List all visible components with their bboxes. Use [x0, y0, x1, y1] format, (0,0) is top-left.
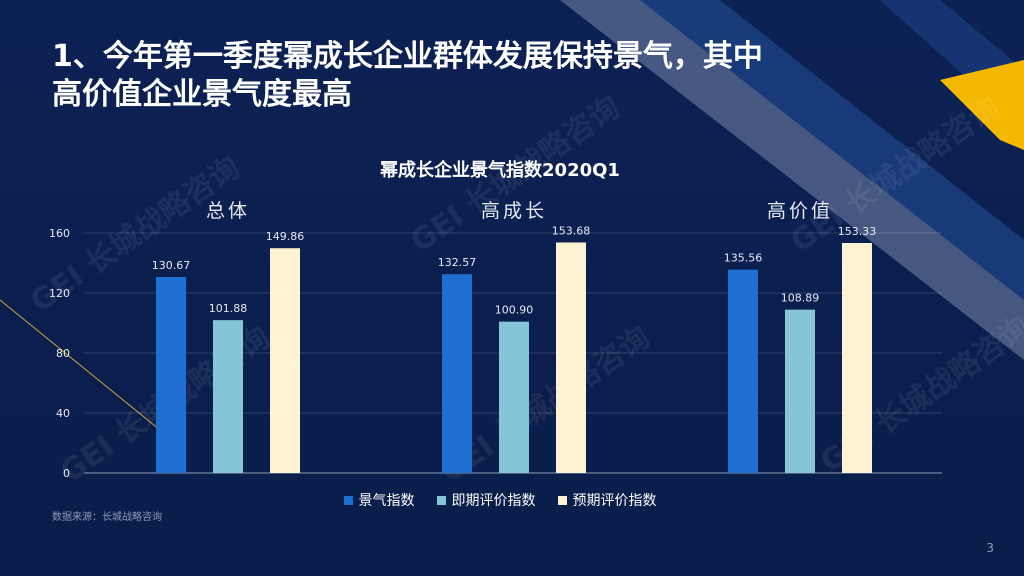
- bar-0-1: [213, 320, 243, 473]
- slide-title-line1: 1、今年第一季度幂成长企业群体发展保持景气，其中: [52, 39, 763, 74]
- data-label-2-0: 135.56: [724, 252, 763, 265]
- chart-title: 幂成长企业景气指数2020Q1: [380, 160, 620, 181]
- legend-item-1: 即期评价指数: [436, 490, 536, 510]
- bar-2-1: [785, 309, 815, 473]
- legend-label-0: 景气指数: [358, 493, 415, 509]
- data-label-0-0: 130.67: [152, 259, 191, 272]
- bar-1-1: [499, 321, 529, 473]
- bar-1-2: [556, 242, 586, 473]
- data-label-2-1: 108.89: [781, 292, 820, 305]
- bar-2-0: [728, 269, 758, 473]
- category-label-2: 高价值: [766, 200, 833, 222]
- legend-swatch-2: [557, 495, 567, 505]
- data-label-1-1: 100.90: [495, 304, 534, 317]
- chart-legend: 景气指数 即期评价指数 预期评价指数: [0, 490, 1000, 510]
- category-label-0: 总体: [205, 200, 250, 222]
- data-label-0-2: 149.86: [266, 230, 305, 243]
- data-source: 数据来源：长城战略咨询: [52, 512, 162, 523]
- page-number: 3: [986, 541, 994, 555]
- y-tick-label: 160: [49, 227, 70, 240]
- legend-label-2: 预期评价指数: [572, 493, 657, 509]
- legend-swatch-1: [436, 495, 446, 505]
- category-label-1: 高成长: [480, 200, 547, 222]
- data-label-2-2: 153.33: [838, 225, 877, 238]
- bar-2-2: [842, 243, 872, 473]
- legend-item-2: 预期评价指数: [557, 490, 657, 510]
- legend-swatch-0: [343, 495, 353, 505]
- y-tick-label: 120: [49, 287, 70, 300]
- legend-label-1: 即期评价指数: [451, 493, 536, 509]
- y-tick-label: 80: [56, 347, 70, 360]
- data-label-1-0: 132.57: [438, 256, 477, 269]
- legend-item-0: 景气指数: [343, 490, 415, 510]
- bar-0-2: [270, 248, 300, 473]
- y-tick-label: 0: [63, 467, 70, 480]
- y-tick-label: 40: [56, 407, 70, 420]
- data-label-1-2: 153.68: [552, 224, 591, 237]
- slide-title: 1、今年第一季度幂成长企业群体发展保持景气，其中 高价值企业景气度最高: [52, 38, 932, 114]
- bar-1-0: [442, 274, 472, 473]
- data-label-0-1: 101.88: [209, 302, 248, 315]
- slide-title-line2: 高价值企业景气度最高: [52, 77, 352, 112]
- bar-0-0: [156, 276, 186, 473]
